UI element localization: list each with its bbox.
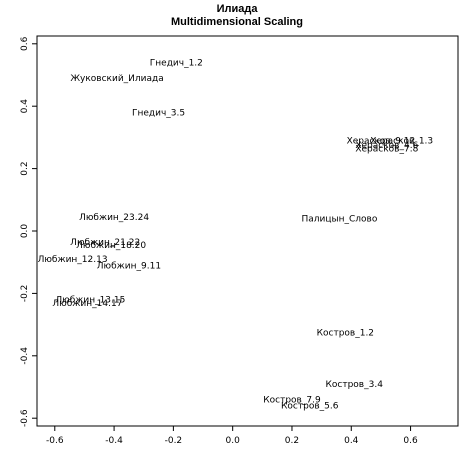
x-tick-label: 0.0 <box>226 436 241 446</box>
y-tick-label: -0.2 <box>20 285 30 303</box>
data-point-label: Херасков_9.12 <box>347 137 416 147</box>
data-point-label: Любжин_21.22 <box>70 238 140 248</box>
y-tick-label: -0.6 <box>20 409 30 427</box>
x-tick-label: 0.2 <box>285 436 299 446</box>
data-point-label: Херасков_4.6 <box>355 141 418 151</box>
point-labels-layer: Гнедич_1.2 Жуковский_Илиада Гнедич_3.5 Хера… <box>38 59 434 412</box>
data-point-label: Любжин_9.11 <box>97 261 161 271</box>
data-point-label: Любжин_14.17 <box>52 299 122 309</box>
x-tick-label: -0.2 <box>165 436 183 446</box>
y-tick-label: 0.0 <box>20 224 30 239</box>
y-tick-label: 0.6 <box>20 36 30 51</box>
data-point-label: Костров_1.2 <box>317 328 374 338</box>
data-point-label: Любжин_12.13 <box>38 255 108 265</box>
y-tick-label: -0.4 <box>20 347 30 365</box>
data-point-label: Херасков_1.3 <box>370 137 433 147</box>
data-point-label: Гнедич_1.2 <box>150 59 203 69</box>
data-point-label: Палицын_Слово <box>301 215 377 225</box>
y-tick-label: 0.2 <box>20 161 30 175</box>
x-tick-label: -0.6 <box>46 436 64 446</box>
data-point-label: Жуковский_Илиада <box>70 74 163 84</box>
chart-subtitle: Multidimensional Scaling <box>171 16 303 28</box>
data-point-label: Костров_5.6 <box>281 402 339 412</box>
chart-title: Илиада <box>217 3 259 15</box>
y-tick-label: 0.4 <box>20 99 30 114</box>
data-point-label: Любжин_23.24 <box>79 213 149 223</box>
data-point-label: Костров_7.9 <box>263 395 321 405</box>
data-point-label: Костров_3.4 <box>326 380 384 390</box>
x-tick-label: -0.4 <box>105 436 123 446</box>
data-point-label: Любжин_13.15 <box>55 296 125 306</box>
x-axis: -0.6 -0.4 -0.2 0.0 0.2 0.4 0.6 <box>46 426 418 446</box>
plot-frame <box>36 35 459 427</box>
data-point-label: Херасков_7.8 <box>355 144 418 154</box>
data-point-label: Любжин_18.20 <box>76 241 146 251</box>
y-axis: -0.6 -0.4 -0.2 0.0 0.2 0.4 0.6 <box>20 36 37 427</box>
x-tick-label: 0.4 <box>344 436 359 446</box>
data-point-label: Гнедич_3.5 <box>132 108 185 118</box>
x-tick-label: 0.6 <box>403 436 418 446</box>
